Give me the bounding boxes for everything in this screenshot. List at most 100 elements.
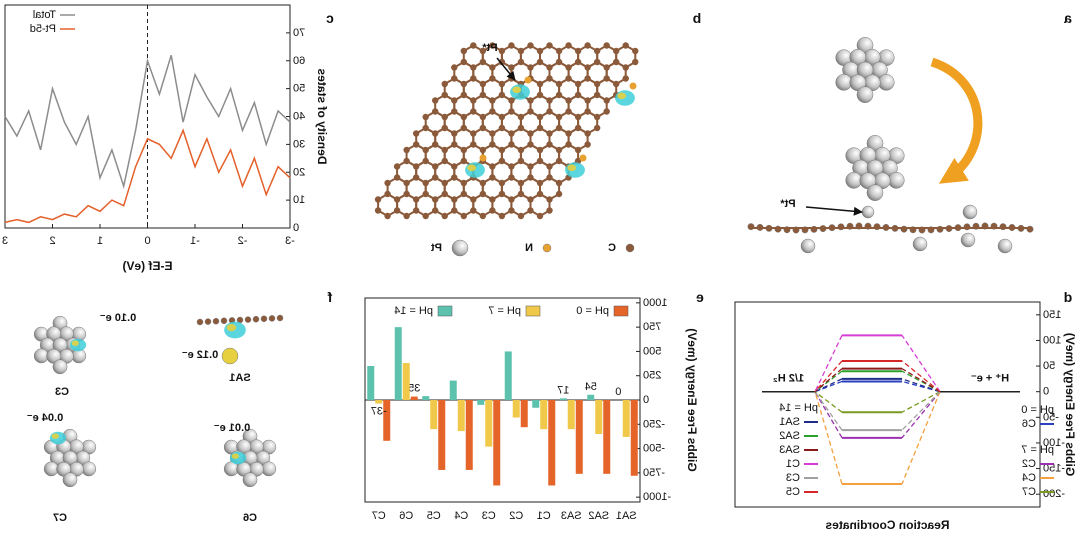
- charge-density: [565, 162, 585, 178]
- atom: [866, 184, 884, 201]
- atom: [62, 450, 78, 466]
- atom: [508, 163, 515, 170]
- bar: [410, 396, 418, 400]
- panel-label: a: [1064, 10, 1072, 26]
- atom: [524, 76, 532, 84]
- atom: [489, 174, 496, 181]
- atom: [403, 179, 410, 187]
- atom: [460, 91, 467, 99]
- atom: [441, 157, 448, 165]
- value-label: 35: [408, 383, 420, 395]
- atom: [517, 124, 525, 132]
- y-tick-label: 0: [293, 222, 299, 234]
- atom: [441, 80, 448, 88]
- x-tick-label: 1: [97, 235, 103, 247]
- atom: [451, 130, 458, 137]
- atom: [593, 80, 601, 88]
- y-tick-label: 0: [1043, 386, 1049, 398]
- atom: [574, 47, 582, 55]
- structure-label: C6: [243, 512, 257, 524]
- y-tick-label: 50: [293, 83, 305, 95]
- legend-label: pH = 7: [488, 305, 521, 317]
- atom: [622, 42, 629, 49]
- charge-label: 0.12 e⁻: [182, 349, 219, 361]
- atom: [859, 146, 877, 164]
- atom: [479, 80, 487, 88]
- atom: [555, 113, 563, 121]
- atom: [866, 159, 884, 177]
- atom: [441, 146, 448, 154]
- atom: [489, 75, 496, 82]
- atom: [527, 174, 534, 181]
- atom: [508, 141, 515, 148]
- y-tick-label: -500: [643, 443, 665, 455]
- lattice-ring: [462, 44, 484, 69]
- lattice-ring: [500, 44, 522, 69]
- legend-label: pH = 14: [394, 305, 433, 317]
- atom: [546, 141, 553, 148]
- lattice-ring: [596, 44, 618, 69]
- atom: [432, 141, 439, 148]
- atom: [800, 238, 816, 254]
- atom: [536, 124, 544, 132]
- connector: [901, 380, 941, 393]
- atom: [460, 157, 467, 165]
- bar: [438, 400, 446, 470]
- y-tick-label: -750: [643, 467, 665, 479]
- atom: [384, 190, 391, 198]
- atom: [579, 154, 587, 162]
- atom: [546, 207, 553, 214]
- atom: [470, 130, 477, 137]
- value-label: 0: [615, 386, 621, 398]
- bar: [367, 366, 375, 400]
- charge-density: [615, 90, 635, 106]
- atom: [565, 64, 572, 71]
- legend-label: Pt-5d: [30, 23, 56, 35]
- atom: [441, 212, 448, 220]
- atom: [479, 154, 487, 162]
- atom: [374, 196, 382, 203]
- atom: [584, 75, 591, 82]
- atom: [276, 314, 284, 322]
- atom: [441, 91, 448, 99]
- atom: [412, 130, 420, 137]
- atom: [432, 196, 439, 203]
- lattice-ring: [519, 44, 541, 69]
- atom: [81, 461, 97, 477]
- bar: [485, 400, 493, 447]
- legend-heading: pH = 14: [779, 402, 818, 414]
- atom: [877, 74, 895, 91]
- connector: [901, 334, 941, 393]
- legend-label: C2: [1022, 458, 1036, 470]
- atom: [508, 64, 515, 71]
- atom: [593, 91, 601, 99]
- legend-label: C: [608, 242, 616, 254]
- legend-label: C3: [786, 472, 800, 484]
- atom: [441, 190, 448, 198]
- x-axis-label: Reaction Coordinates: [825, 518, 949, 532]
- atom: [517, 212, 525, 220]
- atom: [212, 317, 220, 325]
- atom: [460, 190, 467, 198]
- connector: [901, 360, 941, 393]
- atom: [479, 146, 487, 154]
- structure-label: C3: [55, 386, 69, 398]
- connector: [814, 391, 843, 439]
- legend-label: C5: [786, 486, 800, 498]
- atom: [432, 174, 439, 181]
- atom: [960, 232, 976, 248]
- bar: [559, 398, 567, 400]
- atom: [460, 212, 467, 220]
- atom: [374, 207, 382, 214]
- x-axis-label: E-Ef (eV): [122, 259, 172, 273]
- atom: [555, 190, 563, 198]
- atom: [479, 212, 487, 220]
- atom: [470, 196, 477, 203]
- atom: [527, 42, 534, 49]
- x-tick-label: C5: [427, 510, 441, 522]
- bar: [430, 400, 438, 430]
- y-axis-label: Gibbs Free Energy (meV): [1063, 333, 1077, 476]
- atom: [489, 108, 496, 115]
- bar: [402, 363, 410, 400]
- atom: [489, 196, 496, 203]
